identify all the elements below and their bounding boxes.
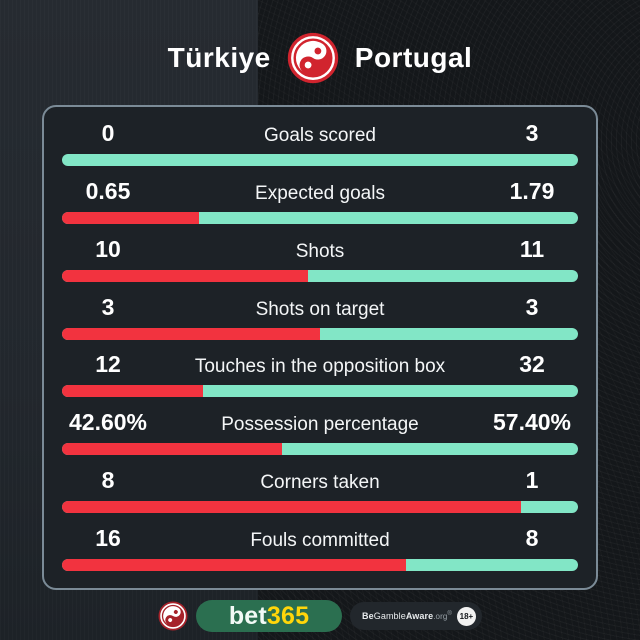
stat-row: 3 Shots on target 3 xyxy=(62,289,578,345)
match-header: Türkiye Portugal xyxy=(0,28,640,88)
stat-comparison-bar xyxy=(62,558,578,571)
begambleaware-badge: BeGambleAware.org® 18+ xyxy=(350,602,482,630)
stat-row: 0 Goals scored 3 xyxy=(62,115,578,171)
stat-label: Expected goals xyxy=(255,182,385,204)
home-stat-value: 3 xyxy=(101,293,115,320)
home-team-name: Türkiye xyxy=(167,42,271,73)
stat-comparison-bar xyxy=(62,269,578,282)
stat-comparison-bar xyxy=(62,154,578,166)
bet365-wordmark-365: 365 xyxy=(266,601,310,630)
begambleaware-be: Be xyxy=(362,611,374,621)
stat-row: 16 Fouls committed 8 xyxy=(62,520,578,576)
home-bar-segment xyxy=(62,269,308,282)
bet365-swirl-icon-small xyxy=(158,601,188,631)
age-18-badge: 18+ xyxy=(456,606,476,626)
away-stat-value: 11 xyxy=(519,235,545,262)
stat-row: 0.65 Expected goals 1.79 xyxy=(62,173,578,229)
home-stat-value: 12 xyxy=(95,351,121,378)
away-stat-value: 57.40% xyxy=(492,409,571,436)
home-stat-value: 8 xyxy=(101,467,115,494)
bet365-brand-badge: bet365 xyxy=(196,600,343,632)
stat-head: 12 Touches in the opposition box 32 xyxy=(62,351,578,378)
stat-comparison-bar xyxy=(62,211,578,224)
footer: bet365 BeGambleAware.org® 18+ xyxy=(0,598,640,634)
stat-label: Touches in the opposition box xyxy=(194,356,446,378)
stat-head: 3 Shots on target 3 xyxy=(62,294,578,321)
registered-mark: ® xyxy=(447,611,452,617)
stat-comparison-bar xyxy=(62,327,578,340)
home-bar-segment xyxy=(62,501,521,514)
home-bar-segment xyxy=(62,443,282,456)
stat-comparison-bar xyxy=(62,443,578,456)
stat-head: 0 Goals scored 3 xyxy=(62,120,578,147)
bet365-wordmark: bet365 xyxy=(229,602,309,631)
home-bar-segment xyxy=(62,211,200,224)
home-bar-segment xyxy=(62,385,203,398)
home-bar-segment xyxy=(62,327,320,340)
stat-label: Possession percentage xyxy=(221,414,419,436)
begambleaware-gamble: Gamble xyxy=(373,611,406,621)
stat-label: Corners taken xyxy=(260,472,380,494)
stat-row: 42.60% Possession percentage 57.40% xyxy=(62,404,578,460)
home-stat-value: 16 xyxy=(95,524,121,551)
stat-comparison-bar xyxy=(62,385,578,398)
stat-head: 16 Fouls committed 8 xyxy=(62,525,578,552)
stat-head: 8 Corners taken 1 xyxy=(62,467,578,494)
stat-label: Fouls committed xyxy=(250,529,390,551)
away-stat-value: 3 xyxy=(525,293,539,320)
stat-row: 12 Touches in the opposition box 32 xyxy=(62,346,578,402)
stat-row: 8 Corners taken 1 xyxy=(62,462,578,518)
home-stat-value: 42.60% xyxy=(68,409,147,436)
begambleaware-text: BeGambleAware.org® xyxy=(362,611,452,621)
stat-head: 10 Shots 11 xyxy=(62,236,578,263)
away-stat-value: 1 xyxy=(525,467,539,494)
home-bar-segment xyxy=(62,558,406,571)
begambleaware-org: .org xyxy=(433,612,448,621)
away-stat-value: 32 xyxy=(519,351,545,378)
home-stat-value: 0.65 xyxy=(85,177,131,204)
stat-comparison-bar xyxy=(62,501,578,514)
stat-head: 0.65 Expected goals 1.79 xyxy=(62,178,578,205)
stats-card: 0 Goals scored 3 0.65 Expected goals 1.7… xyxy=(42,105,598,590)
begambleaware-aware: Aware xyxy=(405,611,434,621)
stat-row: 10 Shots 11 xyxy=(62,231,578,287)
stat-head: 42.60% Possession percentage 57.40% xyxy=(62,409,578,436)
bet365-swirl-icon xyxy=(287,32,338,84)
home-stat-value: 10 xyxy=(95,235,121,262)
home-stat-value: 0 xyxy=(101,120,115,146)
stat-label: Goals scored xyxy=(264,125,376,146)
stat-label: Shots xyxy=(295,240,345,262)
away-stat-value: 3 xyxy=(525,120,539,146)
away-stat-value: 8 xyxy=(525,524,539,551)
away-stat-value: 1.79 xyxy=(509,177,555,204)
stat-label: Shots on target xyxy=(255,298,385,320)
away-team-name: Portugal xyxy=(354,42,473,73)
bet365-wordmark-bet: bet xyxy=(228,601,267,630)
